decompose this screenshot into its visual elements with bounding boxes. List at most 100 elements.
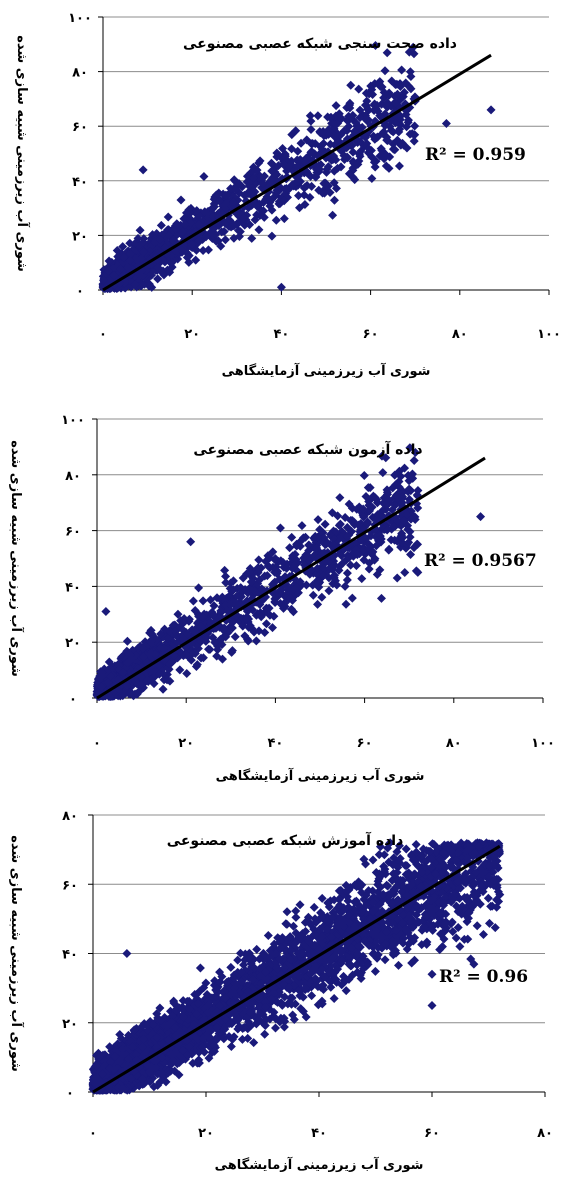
data-point <box>359 555 369 565</box>
data-point <box>335 493 345 503</box>
data-point <box>404 537 414 547</box>
data-point <box>138 652 148 662</box>
data-point <box>346 80 356 90</box>
data-point <box>335 906 345 916</box>
data-point <box>221 571 231 581</box>
x-axis-title: شوری آب زیرزمینی آزمایشگاهی <box>216 767 425 784</box>
data-point <box>369 555 379 565</box>
data-point <box>306 116 316 126</box>
data-point <box>184 614 194 624</box>
data-point <box>382 487 392 497</box>
data-point <box>390 118 400 128</box>
data-point <box>319 563 329 573</box>
data-point <box>367 174 377 184</box>
data-point <box>271 556 281 566</box>
validation-chart: ۰ ۲۰ ۴۰ ۶۰ ۸۰ ۱۰۰ ۰ ۲۰ ۴۰ ۶۰ ۸۰ ۱۰۰ داده صحت سنجی شب… <box>0 0 571 395</box>
data-point <box>316 908 326 918</box>
data-point <box>194 236 204 246</box>
data-point <box>279 214 289 224</box>
data-point <box>264 603 274 613</box>
data-point <box>319 533 329 543</box>
data-point <box>280 151 290 161</box>
data-point <box>390 79 400 89</box>
data-point <box>385 838 395 848</box>
data-point <box>378 468 388 478</box>
data-point <box>364 144 374 154</box>
data-point <box>388 144 398 154</box>
data-point <box>329 573 339 583</box>
data-point <box>328 541 338 551</box>
y-tick-label: ۴۰ <box>65 580 81 595</box>
data-point <box>210 623 220 633</box>
data-point <box>122 636 132 646</box>
y-tick-label: ۸۰ <box>72 66 88 81</box>
data-point <box>306 148 316 158</box>
data-point <box>379 850 389 860</box>
data-point <box>250 215 260 225</box>
data-point <box>176 616 186 626</box>
data-point <box>123 263 133 273</box>
data-point <box>398 492 408 502</box>
data-point <box>304 540 314 550</box>
data-point <box>353 159 363 169</box>
data-point <box>288 551 298 561</box>
data-point <box>335 519 345 529</box>
data-point <box>329 195 339 205</box>
data-point <box>396 532 406 542</box>
data-point <box>394 960 404 970</box>
data-point <box>331 120 341 130</box>
data-point <box>305 192 315 202</box>
data-point <box>210 976 220 986</box>
data-point <box>365 506 375 516</box>
data-point <box>135 225 145 235</box>
data-point <box>214 196 224 206</box>
data-point <box>413 503 423 513</box>
chart-title: داده صحت سنجی شبکه عصبی مصنوعی <box>183 36 457 52</box>
x-tick-label: ۰ <box>89 1126 97 1141</box>
data-point <box>130 279 140 289</box>
data-point <box>336 551 346 561</box>
data-point <box>248 173 258 183</box>
data-point <box>255 156 265 166</box>
data-point <box>380 121 390 131</box>
data-point <box>207 227 217 237</box>
data-point <box>371 541 381 551</box>
data-point <box>245 567 255 577</box>
data-point <box>180 220 190 230</box>
y-tick-label: ۶۰ <box>65 525 81 540</box>
data-point <box>392 135 402 145</box>
data-point <box>486 901 496 911</box>
data-point <box>186 537 196 547</box>
x-tick-label: ۸۰ <box>446 736 462 751</box>
data-point <box>198 596 208 606</box>
y-tick-label: ۱۰۰ <box>68 11 92 26</box>
data-point <box>153 274 163 284</box>
data-point <box>322 164 332 174</box>
data-point <box>334 109 344 119</box>
data-point <box>213 645 223 655</box>
data-point <box>338 558 348 568</box>
x-axis-title: شوری آب زیرزمینی آزمایشگاهی <box>222 362 431 379</box>
data-point <box>292 162 302 172</box>
data-point <box>483 893 493 903</box>
data-point <box>278 558 288 568</box>
data-point <box>405 527 415 537</box>
data-point <box>317 592 327 602</box>
data-point <box>319 188 329 198</box>
x-tick-label: ۴۰ <box>311 1126 327 1141</box>
data-point <box>389 521 399 531</box>
data-point <box>364 497 374 507</box>
data-point <box>132 689 142 699</box>
data-point <box>313 515 323 525</box>
data-point <box>141 641 151 651</box>
data-point <box>243 606 253 616</box>
data-point <box>118 242 128 252</box>
data-point <box>285 543 295 553</box>
data-point <box>196 653 206 663</box>
data-point <box>329 895 339 905</box>
x-tick-label: ۴۰ <box>273 327 289 342</box>
data-point <box>297 521 307 531</box>
data-point <box>162 675 172 685</box>
data-point <box>310 531 320 541</box>
